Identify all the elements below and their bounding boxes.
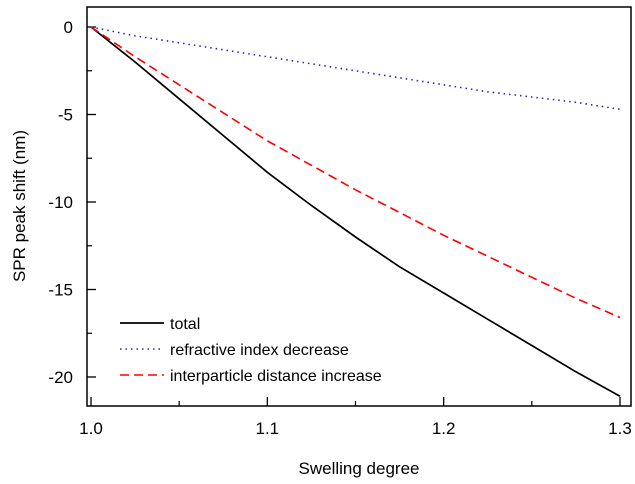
series-line-0 <box>90 26 621 398</box>
x-tick-label: 1.3 <box>608 419 632 438</box>
legend: total refractive index decrease interparti… <box>120 316 382 385</box>
x-tick-label: 1.2 <box>432 419 456 438</box>
x-tick-label: 1.1 <box>256 419 280 438</box>
axis-ticks: 1.0 1.1 1.2 1.3 0 -5 -10 -15 -20 <box>48 18 631 438</box>
series-group <box>90 26 621 398</box>
legend-label-1: refractive index decrease <box>170 342 349 359</box>
y-tick-label: -20 <box>48 368 73 387</box>
y-tick-label: 0 <box>64 18 73 37</box>
x-tick-label: 1.0 <box>79 419 103 438</box>
legend-label-0: total <box>170 316 200 333</box>
series-line-1 <box>90 26 621 111</box>
y-tick-label: -15 <box>48 281 73 300</box>
series-line-2 <box>90 26 621 319</box>
y-tick-label: -5 <box>58 106 73 125</box>
plot-frame <box>86 6 632 407</box>
x-axis-title: Swelling degree <box>299 459 420 478</box>
y-axis-title: SPR peak shift (nm) <box>10 130 29 282</box>
y-tick-label: -10 <box>48 193 73 212</box>
legend-label-2: interparticle distance increase <box>170 368 382 385</box>
